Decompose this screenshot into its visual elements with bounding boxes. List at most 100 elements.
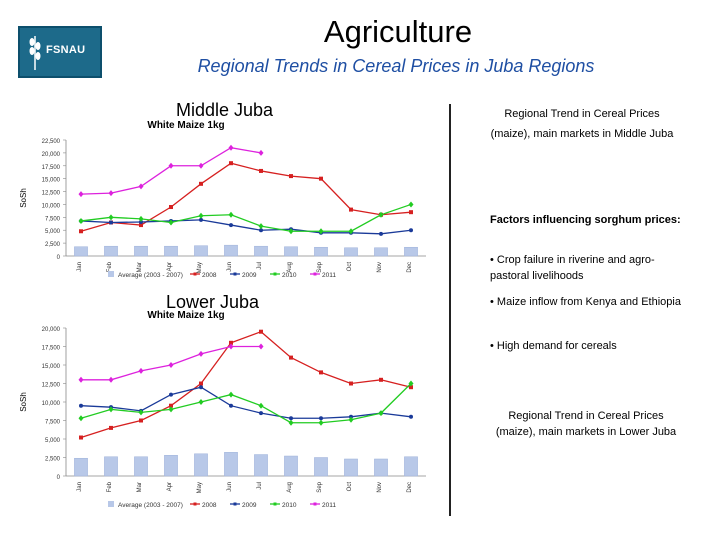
point-2011 — [198, 162, 204, 169]
x-tick-label: Aug — [287, 482, 293, 493]
point-2010 — [228, 211, 234, 218]
x-tick-label: Jun — [227, 482, 233, 492]
series-line-2010 — [80, 383, 412, 424]
point-2010 — [138, 215, 144, 222]
legend-label: 2009 — [242, 272, 257, 279]
x-tick-label: May — [197, 482, 203, 493]
point-2008 — [289, 174, 293, 179]
point-2009 — [289, 416, 293, 421]
y-axis-label: SoSh — [19, 188, 28, 208]
x-tick-label: Mar — [137, 482, 143, 492]
x-tick-label: May — [197, 262, 203, 273]
x-tick-label: Dec — [407, 262, 413, 273]
point-2010 — [288, 228, 294, 235]
lower-juba-caption: Regional Trend in Cereal Prices (maize),… — [495, 410, 677, 438]
average-bar — [134, 456, 148, 477]
point-2010 — [168, 406, 174, 413]
y-tick-label: 0 — [57, 475, 61, 481]
x-tick-label: Jan — [77, 482, 83, 492]
x-tick-label: Sep — [317, 481, 323, 492]
point-2010 — [318, 419, 324, 426]
point-2008 — [409, 210, 413, 215]
point-2010 — [108, 214, 114, 221]
x-tick-label: Jul — [257, 482, 263, 490]
column-divider — [449, 104, 451, 516]
point-2008 — [109, 425, 113, 430]
legend-swatch — [108, 501, 114, 507]
point-2010 — [258, 223, 264, 230]
point-2009 — [229, 223, 233, 228]
legend-label: 2011 — [322, 272, 336, 279]
average-bar — [164, 455, 178, 477]
legend-marker — [193, 272, 197, 276]
point-2008 — [229, 161, 233, 166]
series-line-2008 — [80, 330, 412, 439]
point-2008 — [199, 181, 203, 186]
point-2010 — [108, 406, 114, 413]
point-2010 — [318, 228, 324, 235]
point-2011 — [78, 376, 84, 383]
logo-text: FSNAU — [46, 44, 86, 56]
point-2010 — [78, 415, 84, 422]
legend-marker — [233, 272, 237, 276]
y-tick-label: 15,000 — [42, 364, 61, 370]
average-bar — [74, 457, 88, 477]
point-2010 — [408, 380, 414, 387]
legend-label: 2009 — [242, 502, 257, 509]
legend-label: 2008 — [202, 502, 217, 509]
point-2011 — [258, 343, 264, 350]
point-2008 — [169, 403, 173, 408]
point-2010 — [288, 419, 294, 426]
average-bar — [104, 456, 118, 477]
middle-juba-chart: White Maize 1kg SoSh 22,500 20,000 17,500 15,… — [16, 108, 440, 288]
point-2009 — [229, 403, 233, 408]
point-2009 — [199, 385, 203, 390]
y-tick-label: 2,500 — [45, 457, 61, 463]
point-2011 — [228, 144, 234, 151]
bullet-high-demand: • High demand for cereals — [490, 340, 617, 352]
legend-marker — [273, 502, 277, 506]
average-bar — [314, 457, 328, 477]
x-tick-label: Oct — [347, 262, 353, 272]
x-tick-label: Dec — [407, 482, 413, 493]
y-tick-label: 0 — [57, 255, 61, 261]
point-2008 — [319, 176, 323, 181]
point-2010 — [78, 217, 84, 224]
average-bar — [404, 246, 418, 257]
series-line-2011 — [80, 147, 262, 195]
point-2008 — [319, 370, 323, 375]
point-2010 — [198, 212, 204, 219]
y-tick-label: 5,000 — [45, 438, 61, 444]
average-bar — [194, 245, 208, 257]
y-tick-label: 5,000 — [45, 229, 61, 235]
y-tick-label: 20,000 — [42, 152, 61, 158]
x-tick-label: Sep — [317, 261, 323, 272]
point-2010 — [348, 416, 354, 423]
legend-label: 2008 — [202, 272, 217, 279]
x-tick-label: Oct — [347, 482, 353, 492]
x-tick-label: Feb — [107, 261, 113, 272]
fsnau-logo: FSNAU — [18, 26, 102, 78]
y-tick-label: 12,500 — [42, 383, 61, 389]
point-2009 — [79, 403, 83, 408]
point-2008 — [79, 435, 83, 440]
x-tick-label: Jun — [227, 262, 233, 272]
average-bar — [254, 454, 268, 477]
average-bar — [404, 456, 418, 477]
point-2008 — [259, 168, 263, 173]
average-bar — [134, 245, 148, 257]
legend-marker — [273, 272, 277, 276]
point-2009 — [259, 411, 263, 416]
point-2009 — [109, 220, 113, 225]
series-line-2009 — [80, 219, 412, 235]
point-2008 — [409, 385, 413, 390]
point-2008 — [259, 329, 263, 334]
x-tick-label: Nov — [377, 482, 383, 493]
average-bar — [194, 453, 208, 477]
legend-label: Average (2003 - 2007) — [118, 272, 183, 279]
point-2010 — [258, 402, 264, 409]
point-2009 — [409, 414, 413, 419]
legend-label: 2011 — [322, 502, 336, 509]
average-bar — [104, 245, 118, 257]
point-2009 — [409, 228, 413, 233]
